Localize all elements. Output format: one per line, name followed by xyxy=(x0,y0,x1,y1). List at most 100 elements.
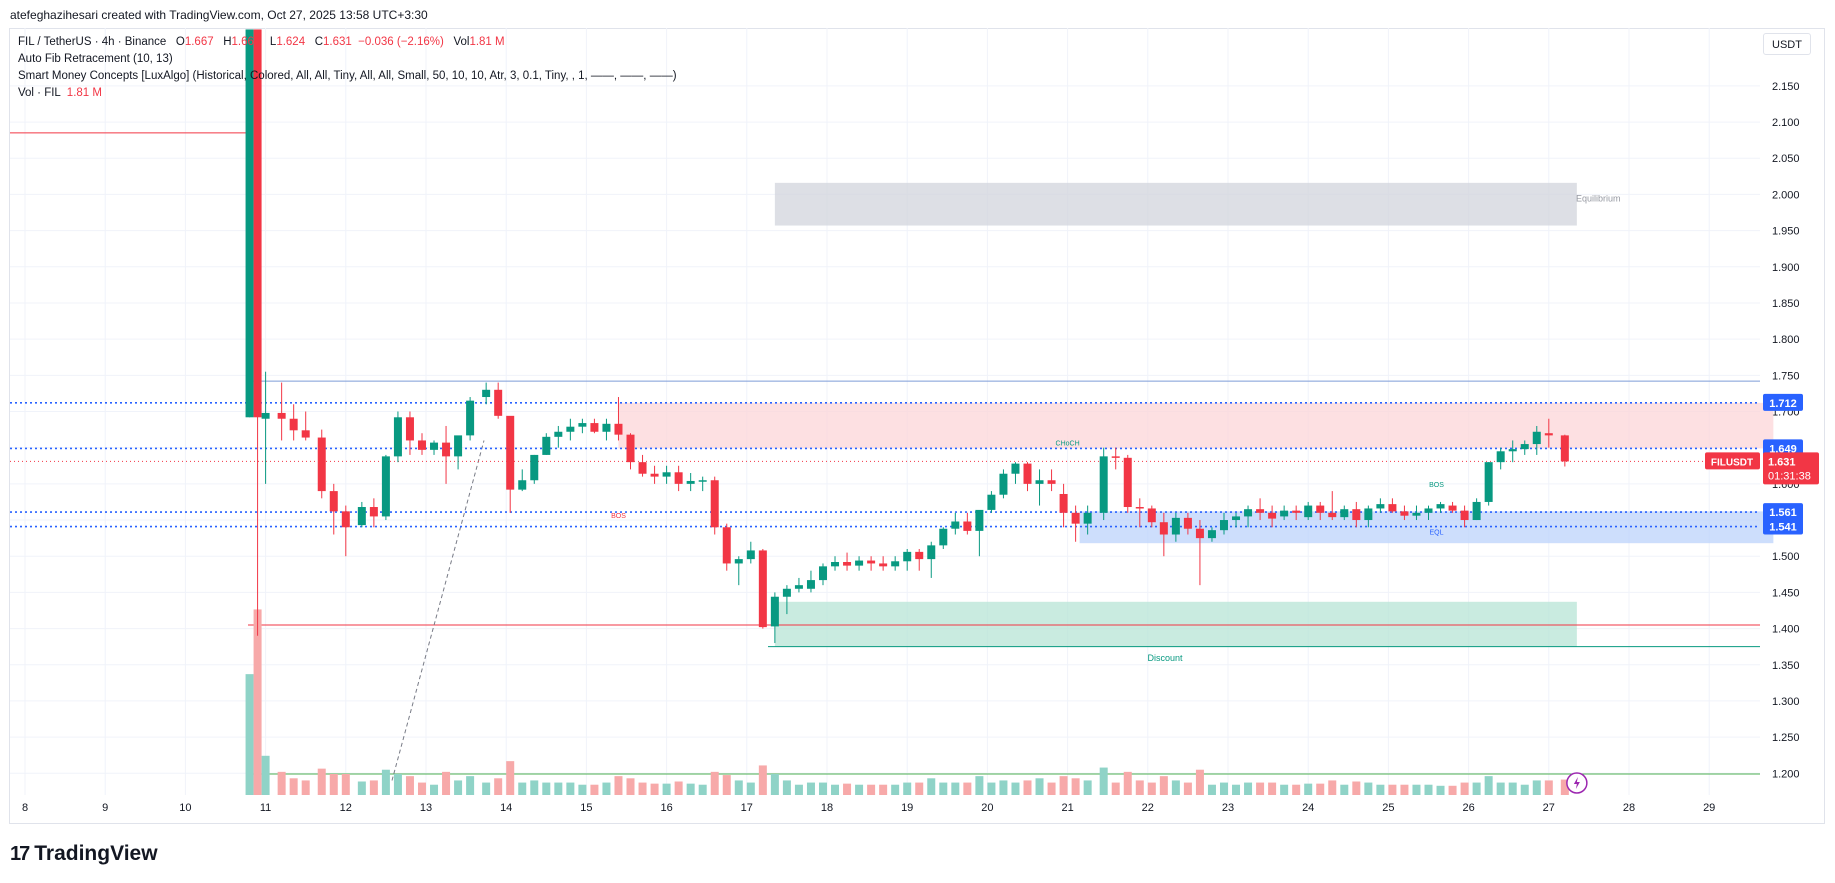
candle-body[interactable] xyxy=(1195,528,1204,539)
candle-body[interactable] xyxy=(253,29,262,418)
candle-body[interactable] xyxy=(1059,493,1068,513)
candle-body[interactable] xyxy=(405,417,414,441)
candle-body[interactable] xyxy=(818,566,827,581)
candle-body[interactable] xyxy=(554,431,563,437)
candle-body[interactable] xyxy=(1532,431,1541,445)
candle-body[interactable] xyxy=(1099,456,1108,513)
candle-body[interactable] xyxy=(831,562,840,567)
candle-body[interactable] xyxy=(341,511,350,528)
candle-body[interactable] xyxy=(939,528,948,546)
candle-body[interactable] xyxy=(530,454,539,481)
candle-body[interactable] xyxy=(963,521,972,531)
candle-body[interactable] xyxy=(1412,512,1421,516)
candle-body[interactable] xyxy=(1147,508,1156,523)
candle-body[interactable] xyxy=(927,545,936,560)
candle-body[interactable] xyxy=(915,551,924,560)
last-price-tag[interactable] xyxy=(1763,452,1819,485)
candle-body[interactable] xyxy=(1560,435,1569,462)
candle-body[interactable] xyxy=(454,435,463,457)
candle-body[interactable] xyxy=(1328,512,1337,518)
candle-body[interactable] xyxy=(277,412,286,419)
candle-body[interactable] xyxy=(542,436,551,455)
candle-body[interactable] xyxy=(369,507,378,517)
candle-body[interactable] xyxy=(1508,449,1517,452)
candle-body[interactable] xyxy=(1400,511,1409,516)
candle-body[interactable] xyxy=(782,588,791,597)
candle-body[interactable] xyxy=(1023,463,1032,484)
legend-indicator-smc[interactable]: Smart Money Concepts [LuxAlgo] (Historic… xyxy=(18,70,677,82)
candle-body[interactable] xyxy=(1071,512,1080,524)
candle-body[interactable] xyxy=(1111,456,1120,458)
candle-body[interactable] xyxy=(1183,517,1192,529)
candle-body[interactable] xyxy=(1047,480,1056,484)
candle-body[interactable] xyxy=(1083,512,1092,524)
candle-body[interactable] xyxy=(1436,504,1445,509)
candle-body[interactable] xyxy=(879,563,888,567)
candle-body[interactable] xyxy=(442,442,451,457)
candle-body[interactable] xyxy=(686,480,695,484)
candle-body[interactable] xyxy=(662,472,671,477)
candle-body[interactable] xyxy=(855,560,864,566)
candle-body[interactable] xyxy=(1244,509,1253,517)
candle-body[interactable] xyxy=(245,29,254,418)
candle-body[interactable] xyxy=(1232,516,1241,521)
currency-selector[interactable]: USDT xyxy=(1763,33,1811,55)
candle-body[interactable] xyxy=(518,480,527,490)
price-line-tag[interactable] xyxy=(1763,503,1803,521)
candle-body[interactable] xyxy=(261,412,270,419)
candle-body[interactable] xyxy=(1159,522,1168,535)
candle-body[interactable] xyxy=(1268,512,1277,519)
candle-body[interactable] xyxy=(1364,508,1373,521)
candle-body[interactable] xyxy=(903,551,912,562)
price-line-tag[interactable] xyxy=(1763,393,1803,411)
candle-body[interactable] xyxy=(1219,520,1228,531)
candle-body[interactable] xyxy=(1207,530,1216,539)
candle-body[interactable] xyxy=(999,473,1008,495)
price-line-tag[interactable] xyxy=(1763,439,1803,457)
candle-body[interactable] xyxy=(381,456,390,517)
candle-body[interactable] xyxy=(1292,510,1301,513)
candle-body[interactable] xyxy=(1123,457,1132,508)
candle-body[interactable] xyxy=(1520,444,1529,450)
candle-body[interactable] xyxy=(843,562,852,566)
candle-body[interactable] xyxy=(770,596,779,627)
candle-body[interactable] xyxy=(1460,510,1469,521)
legend-symbol[interactable]: FIL / TetherUS · 4h · Binance xyxy=(18,36,167,48)
candle-body[interactable] xyxy=(357,507,366,526)
candle-body[interactable] xyxy=(1340,509,1349,518)
candle-body[interactable] xyxy=(289,418,298,431)
candle-body[interactable] xyxy=(758,550,767,628)
candle-body[interactable] xyxy=(1135,507,1144,509)
candle-body[interactable] xyxy=(301,430,310,438)
candle-body[interactable] xyxy=(1484,462,1493,502)
candle-body[interactable] xyxy=(698,480,707,482)
candle-body[interactable] xyxy=(1035,480,1044,484)
candle-body[interactable] xyxy=(317,437,326,492)
candle-body[interactable] xyxy=(891,561,900,567)
candle-body[interactable] xyxy=(674,472,683,484)
candle-body[interactable] xyxy=(650,473,659,477)
candle-body[interactable] xyxy=(987,494,996,510)
candle-body[interactable] xyxy=(710,480,719,528)
price-line-tag[interactable] xyxy=(1763,517,1803,535)
candle-body[interactable] xyxy=(506,415,515,490)
candle-body[interactable] xyxy=(951,521,960,529)
candle-body[interactable] xyxy=(590,423,599,432)
candle-body[interactable] xyxy=(638,462,647,474)
candle-body[interactable] xyxy=(1424,508,1433,513)
candle-body[interactable] xyxy=(1171,517,1180,535)
candle-body[interactable] xyxy=(1376,504,1385,509)
candle-body[interactable] xyxy=(578,423,587,427)
candle-body[interactable] xyxy=(626,434,635,463)
candle-body[interactable] xyxy=(566,426,575,432)
candle-body[interactable] xyxy=(614,423,623,435)
candle-body[interactable] xyxy=(1448,505,1457,511)
candle-body[interactable] xyxy=(329,491,338,512)
candle-body[interactable] xyxy=(1352,509,1361,521)
candle-body[interactable] xyxy=(1280,510,1289,517)
candle-body[interactable] xyxy=(806,580,815,589)
candle-body[interactable] xyxy=(482,389,491,398)
candle-body[interactable] xyxy=(430,442,439,450)
candle-body[interactable] xyxy=(746,550,755,560)
